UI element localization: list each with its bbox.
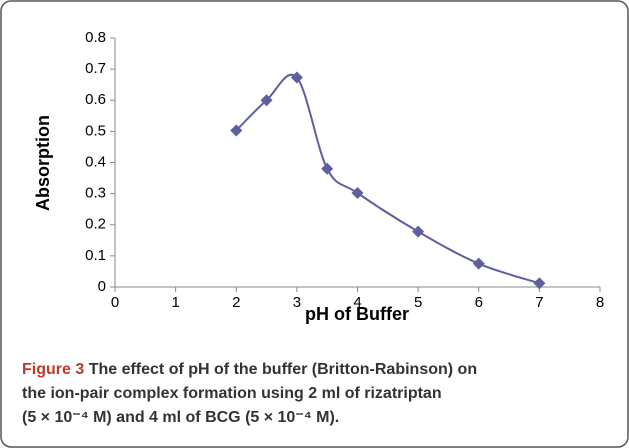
x-tick-label: 3 [293,294,301,311]
data-point [351,187,364,200]
x-tick-label: 6 [475,294,483,311]
data-point [533,277,546,290]
x-tick-label: 1 [171,294,179,311]
y-tick-label: 0.2 [85,216,106,233]
data-point [472,257,485,270]
x-tick-label: 5 [414,294,422,311]
data-point [260,94,273,107]
x-axis-label: pH of Buffer [305,304,409,324]
y-tick-label: 0 [98,278,106,295]
caption-text: The effect of pH of the buffer (Britton-… [89,361,477,378]
data-point [321,162,334,175]
data-point [290,71,303,84]
y-tick-label: 0.8 [85,29,106,46]
x-tick-label: 4 [353,294,361,311]
x-tick-label: 2 [232,294,240,311]
series-line [235,73,540,285]
caption-line: the ion-pair complex formation using 2 m… [22,385,442,402]
y-tick-label: 0.3 [85,185,106,202]
data-point [230,124,243,137]
caption-line: Figure 3 The effect of pH of the buffer … [22,361,477,378]
y-tick-label: 0.1 [85,247,106,264]
y-tick-label: 0.5 [85,122,106,139]
y-axis-label: Absorption [33,115,53,211]
x-tick-label: 0 [111,294,119,311]
y-tick-label: 0.7 [85,60,106,77]
y-tick-label: 0.6 [85,91,106,108]
caption-line: (5 × 10⁻⁴ M) and 4 ml of BCG (5 × 10⁻⁴ M… [22,409,339,426]
x-tick-label: 8 [596,294,604,311]
x-tick-label: 7 [535,294,543,311]
y-tick-label: 0.4 [85,153,106,170]
caption-label: Figure 3 [22,361,84,378]
data-point [412,225,425,238]
